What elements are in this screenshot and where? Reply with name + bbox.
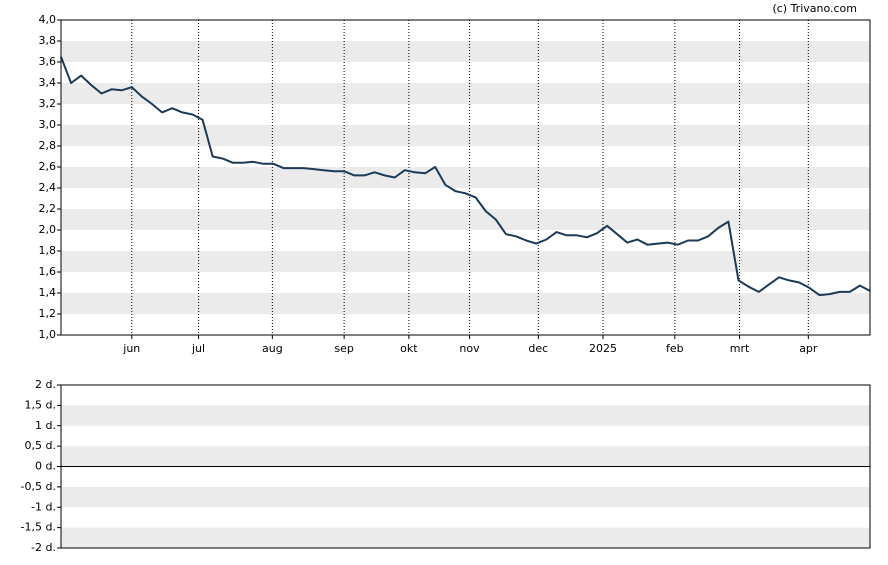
grid-band xyxy=(61,167,870,188)
y-tick-label: 1,5 d. xyxy=(25,398,56,411)
y-tick-label: 3,0 xyxy=(39,118,57,131)
credit: (c) Trivano.com xyxy=(772,2,857,15)
x-tick-label: feb xyxy=(666,342,684,355)
x-tick-label: aug xyxy=(262,342,283,355)
x-tick-label: apr xyxy=(799,342,818,355)
y-tick-label: 1,2 xyxy=(39,307,57,320)
grid-band xyxy=(61,209,870,230)
y-tick-label: 2,6 xyxy=(39,160,57,173)
grid-band xyxy=(61,251,870,272)
grid-band xyxy=(61,446,870,467)
price-line xyxy=(60,56,871,297)
grid-band xyxy=(61,125,870,146)
grid-band xyxy=(61,486,870,508)
y-tick-label: 1 d. xyxy=(35,419,56,432)
y-tick-label: 1,8 xyxy=(39,244,57,257)
y-tick-label: 1,4 xyxy=(39,286,57,299)
y-tick-label: -1,5 d. xyxy=(21,521,56,534)
y-tick-label: 2,4 xyxy=(39,181,57,194)
grid-band xyxy=(61,41,870,62)
grid-band xyxy=(61,405,870,426)
y-tick-label: 1,0 xyxy=(39,328,57,341)
plot-frame xyxy=(60,19,871,336)
y-tick-label: -0,5 d. xyxy=(21,480,56,493)
x-tick-label: okt xyxy=(400,342,418,355)
grid-band xyxy=(61,293,870,314)
y-tick-label: 2 d. xyxy=(35,378,56,391)
x-tick-label: 2025 xyxy=(589,342,617,355)
y-tick-label: 2,8 xyxy=(39,139,57,152)
y-tick-label: -2 d. xyxy=(31,541,56,554)
y-tick-label: 4,0 xyxy=(39,13,57,26)
x-tick-label: jul xyxy=(191,342,205,355)
x-tick-label: sep xyxy=(334,342,353,355)
y-tick-label: 1,6 xyxy=(39,265,57,278)
y-tick-label: -1 d. xyxy=(31,500,56,513)
y-tick-label: 2,0 xyxy=(39,223,57,236)
grid-band xyxy=(61,527,870,548)
y-tick-label: 3,2 xyxy=(39,97,57,110)
y-tick-label: 0,5 d. xyxy=(25,439,56,452)
plot-frame xyxy=(60,384,871,549)
y-tick-label: 3,6 xyxy=(39,55,57,68)
x-tick-label: dec xyxy=(528,342,548,355)
y-tick-label: 3,4 xyxy=(39,76,57,89)
y-tick-label: 3,8 xyxy=(39,34,57,47)
y-tick-label: 0 d. xyxy=(35,460,56,473)
x-tick-label: jun xyxy=(122,342,140,355)
y-tick-label: 2,2 xyxy=(39,202,57,215)
grid-band xyxy=(61,83,870,104)
x-tick-label: mrt xyxy=(730,342,750,355)
x-tick-label: nov xyxy=(459,342,480,355)
